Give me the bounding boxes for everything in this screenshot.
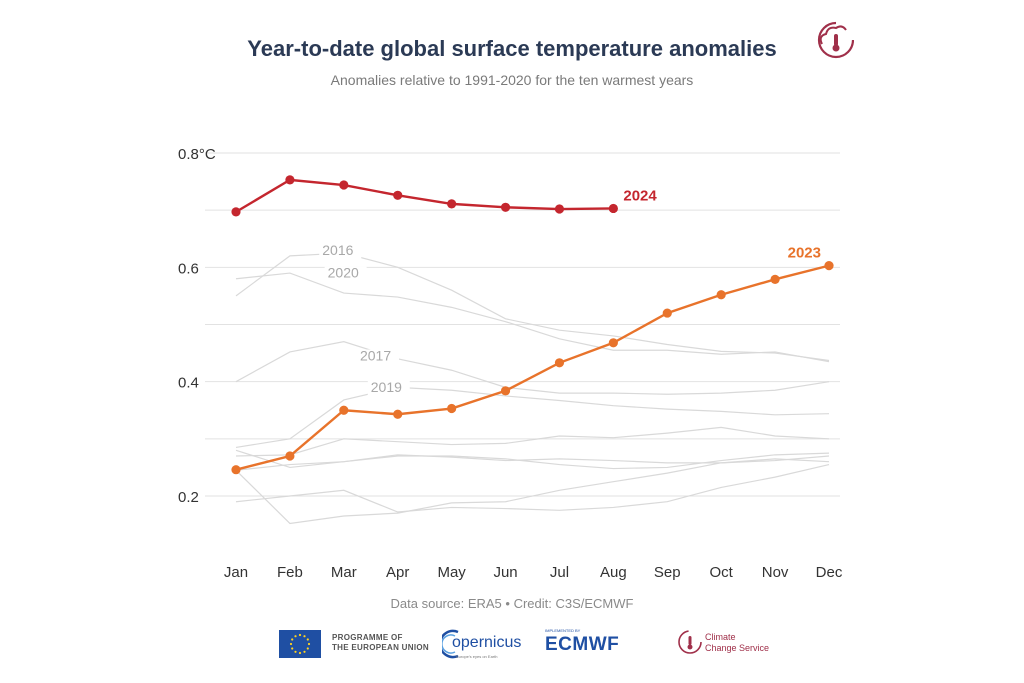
series-line-2020 (235, 272, 830, 363)
eu-star (303, 635, 306, 638)
series-line-2017 (235, 341, 830, 395)
data-point-2023 (662, 308, 672, 318)
data-point-2024 (608, 203, 618, 214)
x-tick-label: Aug (600, 564, 627, 581)
data-point-2023 (231, 465, 241, 475)
series-label-2023: 2023 (788, 245, 821, 262)
eu-star (298, 651, 302, 655)
y-tick-label: 0.8°C (178, 146, 216, 163)
y-tick-label: 0.2 (178, 489, 199, 506)
y-axis-ticks: 0.8°C 0.6 0.4 0.2 (178, 146, 216, 506)
series-label-2020: 2020 (328, 265, 359, 281)
data-point-2024 (554, 204, 565, 214)
series-line-2015 (235, 426, 830, 457)
footer-logos: PROGRAMME OF THE EUROPEAN UNION opernicu… (0, 624, 1024, 664)
data-point-2023 (285, 451, 295, 461)
x-tick-label: Oct (710, 564, 734, 581)
eu-star (307, 642, 311, 646)
series-line-2024 (235, 178, 614, 213)
series-line-2023 (235, 264, 830, 471)
data-point-2023 (339, 405, 349, 415)
x-tick-label: Sep (654, 564, 681, 581)
data-point-2023 (716, 290, 726, 300)
series-line-2021 (235, 463, 830, 513)
x-tick-label: Feb (277, 564, 303, 581)
x-tick-label: Nov (762, 564, 789, 581)
background-series: 2016 2020 2017 2019 (235, 242, 830, 525)
data-point-2024 (339, 180, 349, 190)
series-label-bg (356, 349, 399, 365)
ccs-line-2: Change Service (705, 643, 770, 653)
data-point-2023 (500, 386, 511, 396)
chart-title: Year-to-date global surface temperature … (247, 36, 777, 61)
copernicus-tagline: Europe's eyes on Earth (456, 654, 498, 659)
ccs-line-1: Climate (705, 632, 736, 642)
series-label-bg (319, 243, 362, 259)
eu-line-1: PROGRAMME OF (332, 633, 403, 642)
eu-star (303, 650, 306, 653)
x-tick-label: Jul (550, 564, 569, 581)
copernicus-wordmark: opernicus (452, 634, 522, 651)
eu-star (291, 638, 294, 641)
series-line-2019 (235, 386, 830, 449)
eu-star (291, 647, 294, 650)
data-point-2024 (500, 202, 511, 212)
data-point-2024 (285, 175, 295, 185)
climate-change-service-text: Climate Change Service (705, 632, 769, 654)
chart-subtitle: Anomalies relative to 1991-2020 for the … (330, 72, 694, 88)
y-tick-label: 0.4 (178, 375, 199, 392)
eu-star (294, 650, 297, 653)
grid-lines (205, 152, 840, 497)
eu-programme-text: PROGRAMME OF THE EUROPEAN UNION (332, 633, 429, 653)
data-source-credit: Data source: ERA5 • Credit: C3S/ECMWF (390, 596, 634, 611)
eu-star (306, 647, 309, 650)
eu-line-2: THE EUROPEAN UNION (332, 643, 429, 652)
x-tick-label: Mar (331, 564, 357, 581)
series-line-2022 (235, 452, 830, 471)
series-label-2024: 2024 (623, 187, 657, 204)
climate-change-service-icon (678, 630, 702, 654)
eu-star (294, 635, 297, 638)
series-label-bg (367, 380, 410, 396)
data-point-2024 (231, 207, 241, 217)
x-tick-label: Jan (224, 564, 248, 581)
series-label-2016: 2016 (322, 242, 353, 258)
series-label-2019: 2019 (371, 379, 402, 395)
data-point-2023 (447, 403, 457, 414)
series-label-bg (324, 266, 367, 282)
x-tick-label: Jun (493, 564, 517, 581)
series-line-2018 (235, 458, 830, 525)
data-point-2023 (393, 409, 403, 419)
eu-star (306, 638, 309, 641)
data-point-2023 (608, 338, 618, 348)
eu-flag-icon (279, 630, 321, 658)
x-axis-ticks: Jan Feb Mar Apr May Jun Jul Aug Sep Oct Nov Dec (224, 564, 843, 581)
data-point-2024 (447, 199, 457, 209)
series-label-2017: 2017 (360, 348, 391, 364)
eu-star (289, 642, 293, 646)
x-tick-label: May (437, 564, 466, 581)
x-tick-label: Apr (386, 564, 409, 581)
data-point-2023 (554, 358, 565, 368)
climate-thermometer-icon (817, 21, 854, 59)
y-tick-label: 0.6 (178, 260, 199, 277)
ecmwf-wordmark: ECMWF (545, 634, 620, 655)
data-point-2024 (393, 190, 403, 200)
data-point-2023 (770, 274, 780, 284)
data-point-2023 (824, 261, 834, 271)
eu-star (298, 633, 302, 637)
ecmwf-implemented-by: IMPLEMENTED BY (545, 628, 581, 633)
x-tick-label: Dec (816, 564, 843, 581)
copernicus-logo-icon (442, 629, 459, 659)
highlight-series: 2024 2023 (231, 175, 834, 475)
